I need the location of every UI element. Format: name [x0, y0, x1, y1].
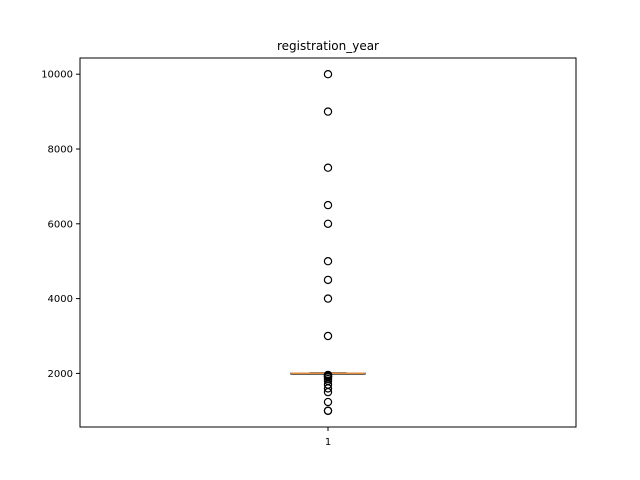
y-axis: 2000 4000 6000 8000 10000: [41, 70, 80, 380]
outlier-point: [323, 107, 333, 116]
y-tick-label: 8000: [48, 144, 73, 155]
y-tick-label: 2000: [48, 369, 73, 380]
y-tick-label: 4000: [48, 294, 73, 305]
chart-title: registration_year: [277, 39, 379, 53]
outlier-point: [323, 406, 333, 415]
outlier-point: [323, 397, 333, 407]
y-tick-label: 6000: [48, 219, 73, 230]
x-tick-label: 1: [325, 437, 331, 448]
flier-group: [323, 69, 333, 416]
outlier-point: [323, 294, 333, 303]
outlier-point: [323, 257, 333, 266]
outlier-point: [323, 331, 333, 341]
outlier-point: [323, 275, 333, 285]
outlier-point: [323, 200, 333, 210]
outlier-point: [323, 370, 333, 380]
x-axis: 1: [325, 427, 331, 448]
outlier-point: [323, 69, 333, 79]
y-tick-label: 10000: [41, 70, 73, 81]
outlier-point: [323, 219, 333, 228]
outlier-point: [323, 163, 333, 172]
